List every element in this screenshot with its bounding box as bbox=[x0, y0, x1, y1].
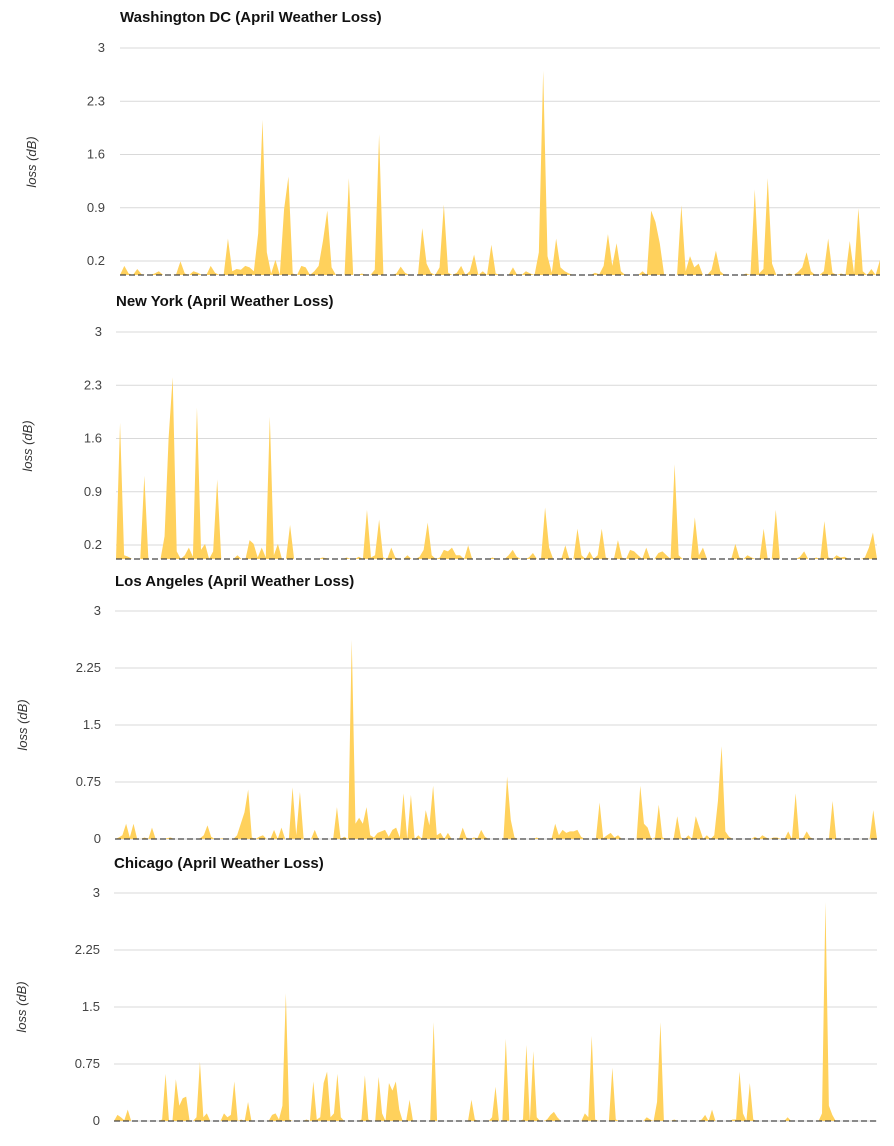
y-tick-label: 3 bbox=[94, 603, 101, 618]
y-tick-group: 3 2.25 1.5 0.75 0 bbox=[76, 603, 877, 846]
area-mark-group bbox=[114, 902, 877, 1122]
y-axis-label: loss (dB) bbox=[20, 420, 35, 471]
chart-chicago: Chicago (April Weather Loss) loss (dB) 3… bbox=[0, 848, 894, 1134]
chart-title: New York (April Weather Loss) bbox=[116, 293, 334, 310]
y-tick-label: 0 bbox=[93, 1113, 100, 1128]
y-tick-label: 0.9 bbox=[87, 200, 105, 215]
y-tick-label: 1.6 bbox=[87, 147, 105, 162]
y-tick-label: 0 bbox=[94, 831, 101, 846]
loss-area-series bbox=[115, 639, 877, 839]
y-tick-label: 2.3 bbox=[84, 377, 102, 392]
y-axis-label: loss (dB) bbox=[24, 136, 39, 187]
y-tick-group: 3 2.25 1.5 0.75 0 bbox=[75, 885, 877, 1128]
y-axis-label: loss (dB) bbox=[15, 699, 30, 750]
chart-svg-washington-dc: Washington DC (April Weather Loss) loss … bbox=[24, 9, 880, 276]
chart-new-york: New York (April Weather Loss) loss (dB) … bbox=[0, 284, 894, 566]
y-tick-label: 2.25 bbox=[76, 660, 101, 675]
area-mark-group bbox=[115, 639, 877, 840]
chart-svg-chicago: Chicago (April Weather Loss) loss (dB) 3… bbox=[14, 855, 877, 1128]
y-tick-label: 0.2 bbox=[84, 537, 102, 552]
loss-area-series bbox=[114, 902, 877, 1121]
y-tick-label: 0.9 bbox=[84, 484, 102, 499]
y-tick-label: 3 bbox=[95, 324, 102, 339]
chart-title: Washington DC (April Weather Loss) bbox=[120, 9, 382, 26]
area-mark-group bbox=[120, 70, 880, 276]
y-tick-group: 3 2.3 1.6 0.9 0.2 bbox=[87, 40, 880, 268]
y-tick-label: 0.75 bbox=[76, 774, 101, 789]
y-tick-label: 1.5 bbox=[82, 999, 100, 1014]
chart-title: Chicago (April Weather Loss) bbox=[114, 855, 324, 872]
area-mark-group bbox=[116, 377, 877, 560]
loss-area-series bbox=[116, 377, 877, 559]
y-tick-label: 2.25 bbox=[75, 942, 100, 957]
chart-title: Los Angeles (April Weather Loss) bbox=[115, 573, 354, 590]
y-tick-group: 3 2.3 1.6 0.9 0.2 bbox=[84, 324, 877, 552]
y-tick-label: 2.3 bbox=[87, 93, 105, 108]
y-tick-label: 3 bbox=[98, 40, 105, 55]
y-tick-label: 1.6 bbox=[84, 431, 102, 446]
chart-svg-new-york: New York (April Weather Loss) loss (dB) … bbox=[20, 293, 877, 560]
y-tick-label: 3 bbox=[93, 885, 100, 900]
chart-washington-dc: Washington DC (April Weather Loss) loss … bbox=[0, 0, 894, 282]
chart-svg-los-angeles: Los Angeles (April Weather Loss) loss (d… bbox=[15, 573, 877, 846]
y-axis-label: loss (dB) bbox=[14, 981, 29, 1032]
y-tick-label: 0.2 bbox=[87, 253, 105, 268]
chart-los-angeles: Los Angeles (April Weather Loss) loss (d… bbox=[0, 566, 894, 848]
y-tick-label: 1.5 bbox=[83, 717, 101, 732]
y-tick-label: 0.75 bbox=[75, 1056, 100, 1071]
